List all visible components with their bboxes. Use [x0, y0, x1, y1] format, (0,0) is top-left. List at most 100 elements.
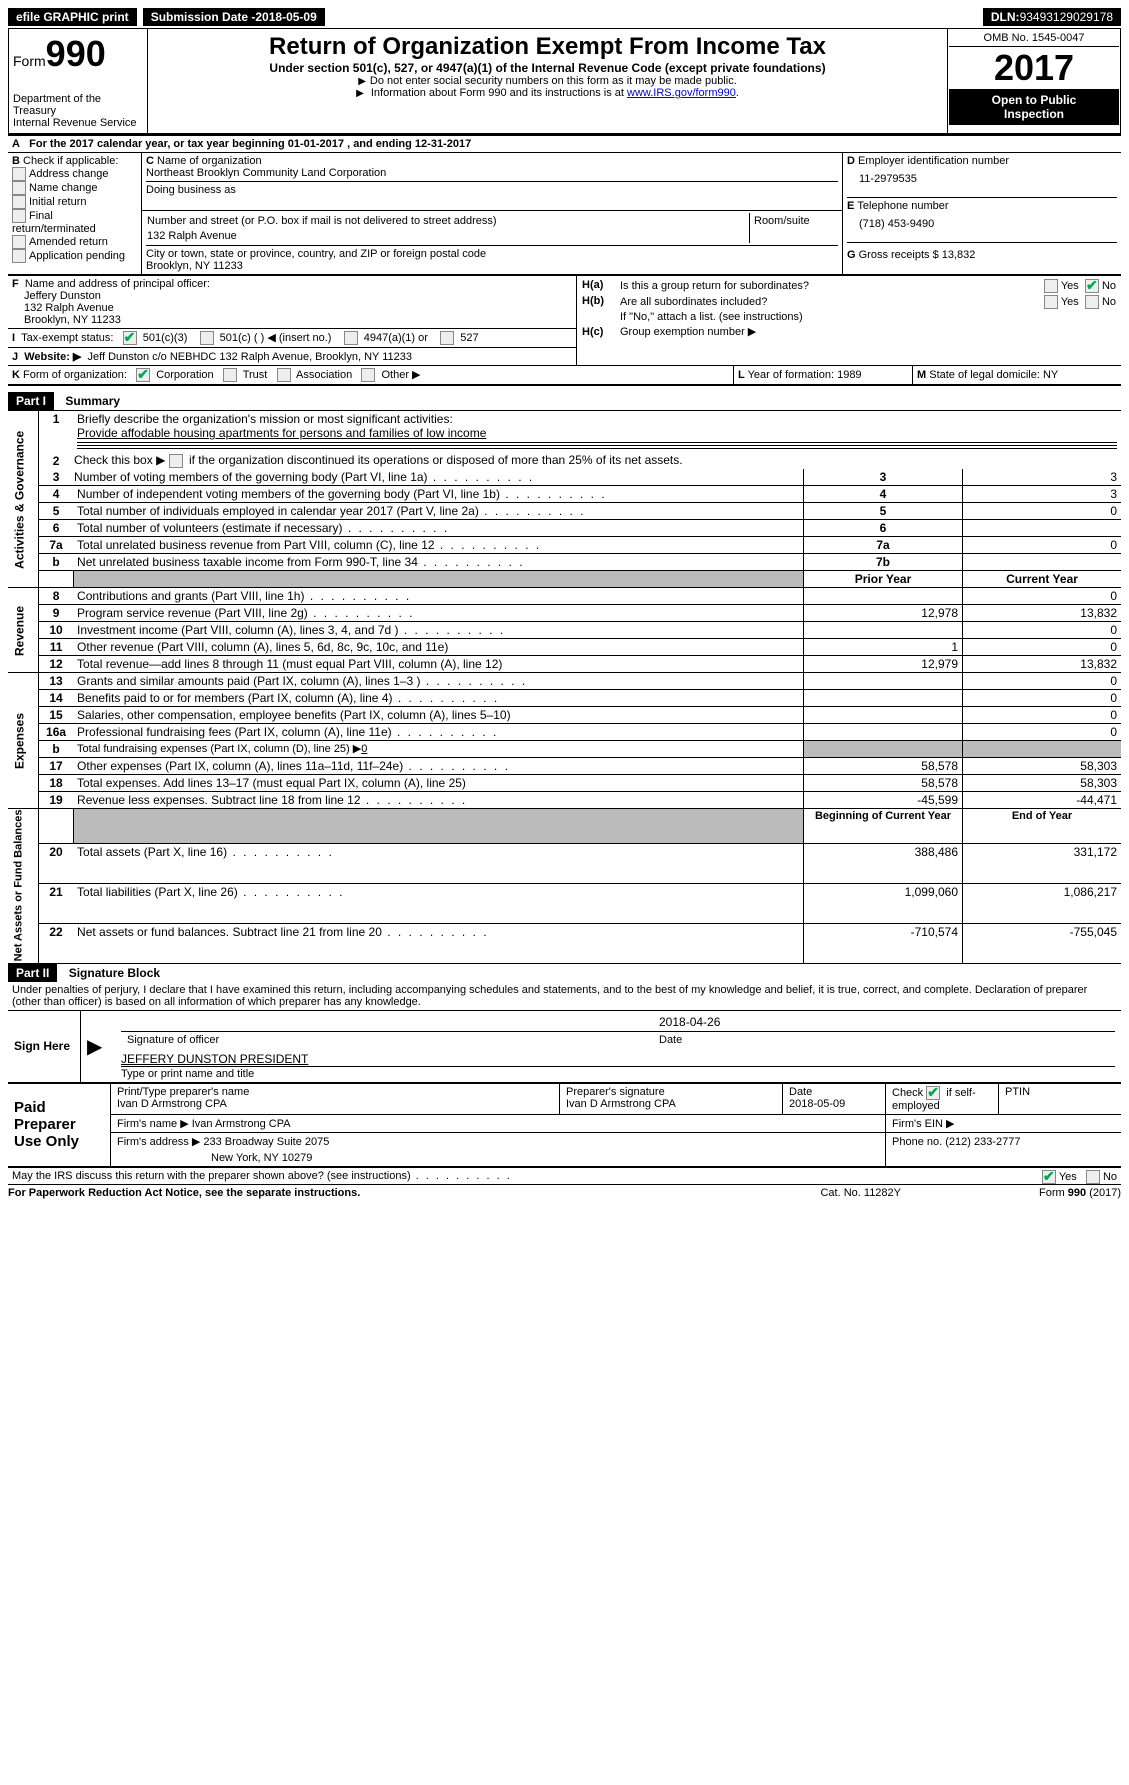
k-assoc: Association [296, 369, 352, 381]
cb-501c[interactable] [200, 331, 214, 345]
paid-preparer-block: Paid Preparer Use Only Print/Type prepar… [8, 1083, 1121, 1167]
part2-header: Part II Signature Block [8, 963, 1121, 982]
q4: Number of independent voting members of … [77, 487, 607, 501]
c-name-label: Name of organization [157, 155, 262, 167]
b-label: Check if applicable: [23, 155, 118, 167]
row-a: A For the 2017 calendar year, or tax yea… [8, 134, 1121, 152]
q22: Net assets or fund balances. Subtract li… [77, 925, 489, 939]
cb-ha-yes[interactable] [1044, 279, 1058, 293]
cb-ha-no[interactable] [1085, 279, 1099, 293]
cb-corporation[interactable] [136, 368, 150, 382]
c10: 0 [963, 622, 1122, 639]
cb-501c3[interactable] [123, 331, 137, 345]
m-label: State of legal domicile: [929, 369, 1043, 381]
v7b [963, 554, 1122, 571]
q7a: Total unrelated business revenue from Pa… [77, 538, 541, 552]
dba-label: Doing business as [146, 184, 838, 196]
discuss-text: May the IRS discuss this return with the… [12, 1170, 512, 1182]
p16a [804, 724, 963, 741]
irs-link[interactable]: www.IRS.gov/form990 [627, 87, 736, 99]
part2-title: Signature Block [61, 966, 160, 980]
officer-addr2: Brooklyn, NY 11233 [24, 314, 572, 326]
officer-name-title: JEFFERY DUNSTON PRESIDENT [121, 1052, 1115, 1066]
cb-hb-no[interactable] [1085, 295, 1099, 309]
b-opt-5: Application pending [29, 250, 125, 262]
org-city: Brooklyn, NY 11233 [146, 260, 838, 272]
cb-trust[interactable] [223, 368, 237, 382]
cb-discontinued[interactable] [169, 454, 183, 468]
cb-initial-return[interactable] [12, 195, 26, 209]
firm-addr2: New York, NY 10279 [117, 1152, 312, 1164]
addr-label: Number and street (or P.O. box if mail i… [146, 213, 750, 229]
p15 [804, 707, 963, 724]
klm-row: K Form of organization: Corporation Trus… [8, 365, 1121, 385]
hb-label: Are all subordinates included? [619, 294, 985, 310]
sig-date-label: Date [653, 1031, 1115, 1048]
p18: 58,578 [804, 775, 963, 792]
cb-amended-return[interactable] [12, 235, 26, 249]
open-to-public: Open to Public Inspection [949, 89, 1119, 125]
part1-header: Part I Summary [8, 385, 1121, 410]
hdr-begin: Beginning of Current Year [804, 809, 963, 844]
phone: (212) 233-2777 [945, 1136, 1020, 1148]
f-label: Name and address of principal officer: [25, 278, 210, 290]
ein: 11-2979535 [847, 167, 1117, 195]
officer-addr1: 132 Ralph Avenue [24, 302, 572, 314]
q5: Total number of individuals employed in … [77, 504, 585, 518]
dln-badge: DLN: 93493129029178 [983, 8, 1121, 26]
e21: 1,086,217 [963, 884, 1122, 924]
info-notice: Information about Form 990 and its instr… [156, 87, 939, 99]
telephone: (718) 453-9490 [847, 212, 1117, 240]
section-l: L Year of formation: 1989 [734, 366, 913, 385]
side-expenses: Expenses [8, 673, 39, 809]
gross-receipts: 13,832 [942, 249, 976, 261]
section-h: H(a) Is this a group return for subordin… [577, 276, 1122, 366]
i-opt3: 4947(a)(1) or [364, 332, 428, 344]
sig-officer-label: Signature of officer [121, 1031, 653, 1048]
room-label: Room/suite [750, 213, 839, 229]
form-header: Form990 Department of the Treasury Inter… [8, 28, 1121, 134]
omb-number: 1545-0047 [1032, 32, 1085, 44]
l-label: Year of formation: [748, 369, 837, 381]
b20: 388,486 [804, 844, 963, 884]
ha-label: Is this a group return for subordinates? [619, 278, 985, 294]
a-pre: For the 2017 calendar year, or tax year … [29, 138, 288, 150]
cb-final-return[interactable] [12, 209, 26, 223]
k-trust: Trust [243, 369, 268, 381]
officer-name: Jeffery Dunston [24, 290, 572, 302]
cb-other[interactable] [361, 368, 375, 382]
dln-label: DLN: [991, 10, 1020, 24]
b22: -710,574 [804, 924, 963, 963]
p8 [804, 588, 963, 605]
side-activities: Activities & Governance [8, 411, 39, 588]
cb-discuss-yes[interactable] [1042, 1170, 1056, 1184]
hdr-prior: Prior Year [804, 571, 963, 588]
sign-arrow-icon: ▶ [81, 1010, 116, 1082]
ptin-label: PTIN [999, 1083, 1122, 1114]
v6 [963, 520, 1122, 537]
cb-name-change[interactable] [12, 181, 26, 195]
k-corp: Corporation [156, 369, 213, 381]
sign-here-block: Sign Here ▶ 2018-04-26 Signature of offi… [8, 1010, 1121, 1083]
p9: 12,978 [804, 605, 963, 622]
cb-discuss-no[interactable] [1086, 1170, 1100, 1184]
e22: -755,045 [963, 924, 1122, 963]
p17: 58,578 [804, 758, 963, 775]
d-label: Employer identification number [858, 155, 1009, 167]
section-deg: D Employer identification number 11-2979… [843, 153, 1122, 275]
c19: -44,471 [963, 792, 1122, 809]
cb-association[interactable] [277, 368, 291, 382]
section-c-addr: Number and street (or P.O. box if mail i… [142, 211, 843, 275]
a-mid: , and ending [347, 138, 415, 150]
cb-hb-yes[interactable] [1044, 295, 1058, 309]
cb-address-change[interactable] [12, 167, 26, 181]
cb-application-pending[interactable] [12, 249, 26, 263]
c18: 58,303 [963, 775, 1122, 792]
cb-527[interactable] [440, 331, 454, 345]
dln-value: 93493129029178 [1020, 10, 1113, 24]
cb-4947a1[interactable] [344, 331, 358, 345]
k-label: Form of organization: [23, 369, 127, 381]
efile-print-button[interactable]: efile GRAPHIC print [8, 8, 137, 26]
cb-self-employed[interactable] [926, 1086, 940, 1100]
hb-yes: Yes [1061, 296, 1079, 308]
